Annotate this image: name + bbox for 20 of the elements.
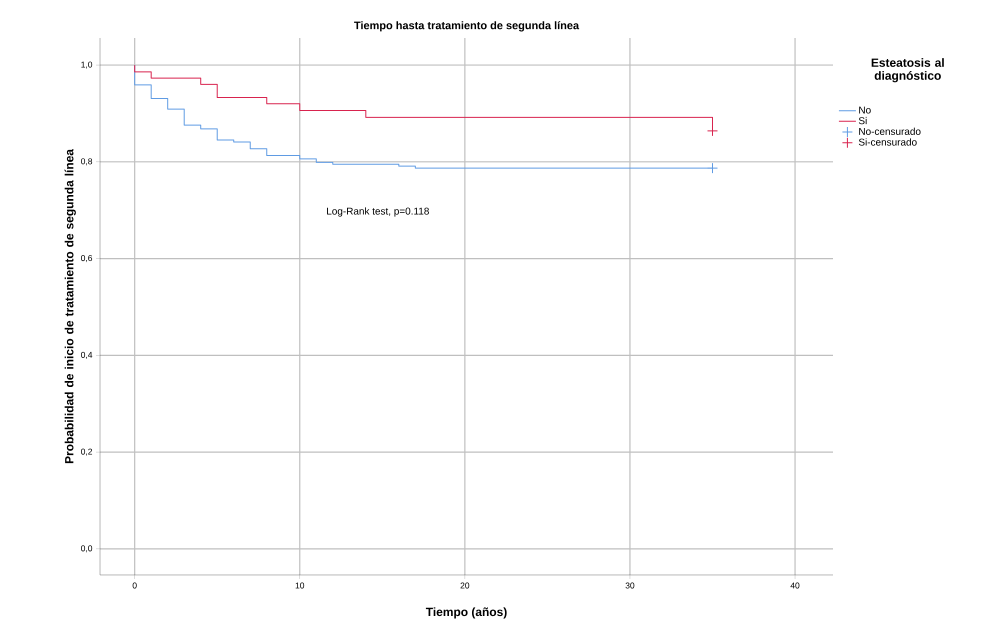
legend-label: No-censurado <box>859 128 921 135</box>
x-tick-label: 0 <box>132 582 137 588</box>
legend-label: Si <box>858 116 867 124</box>
x-tick-label: 20 <box>460 582 470 588</box>
x-axis-title: Tiempo (años) <box>426 607 507 618</box>
annotation: Log-Rank test, p=0.118 <box>327 207 429 217</box>
y-tick-label: 0,8 <box>81 158 92 166</box>
x-tick-label: 10 <box>296 582 304 588</box>
legend-label: Si-censurado <box>858 138 917 146</box>
x-tick-label: 30 <box>626 582 634 588</box>
x-tick-label: 40 <box>790 582 800 588</box>
y-tick-label: 0,6 <box>81 255 92 262</box>
y-tick-label: 0,2 <box>81 448 92 456</box>
y-axis-title: Probabilidad de inicio de tratamiento de segunda línea <box>64 148 76 464</box>
legend-title: Esteatosis al diagnóstico <box>872 58 944 82</box>
chart-title: Tiempo hasta tratamiento de segunda línea <box>354 21 580 32</box>
legend-label: No <box>859 106 871 114</box>
y-tick-label: 1,0 <box>81 62 92 69</box>
y-tick-label: 0,4 <box>81 352 92 359</box>
y-tick-label: 0,0 <box>81 545 92 552</box>
